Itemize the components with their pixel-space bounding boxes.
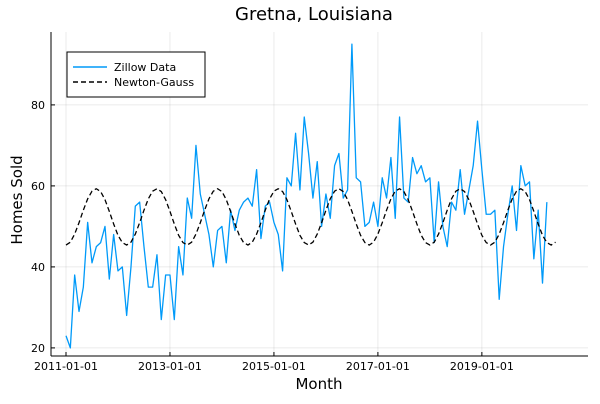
y-tick-label: 20	[31, 342, 45, 355]
x-tick-label: 2013-01-01	[138, 360, 202, 373]
axes	[50, 32, 588, 357]
legend: Zillow Data Newton-Gauss	[66, 51, 206, 98]
legend-box	[66, 51, 206, 98]
chart-title: Gretna, Louisiana	[235, 4, 393, 25]
series-lines	[65, 43, 556, 349]
tick-labels: 20 40 60 80 2011-01-01 2013-01-01 2015-01-01 20…	[31, 99, 514, 373]
y-tick-label: 40	[31, 261, 45, 274]
x-tick-label: 2015-01-01	[242, 360, 306, 373]
legend-label-zillow: Zillow Data	[114, 61, 176, 74]
legend-label-newton-gauss: Newton-Gauss	[114, 76, 194, 89]
y-axis-label: Homes Sold	[8, 155, 26, 244]
y-tick-label: 80	[31, 99, 45, 112]
x-axis-label: Month	[295, 375, 342, 393]
x-tick-label: 2011-01-01	[34, 360, 98, 373]
x-tick-label: 2019-01-01	[450, 360, 514, 373]
x-tick-label: 2017-01-01	[346, 360, 410, 373]
series-line-newton-gauss	[65, 188, 556, 246]
y-tick-label: 60	[31, 180, 45, 193]
series-line-zillow-data	[65, 43, 548, 349]
